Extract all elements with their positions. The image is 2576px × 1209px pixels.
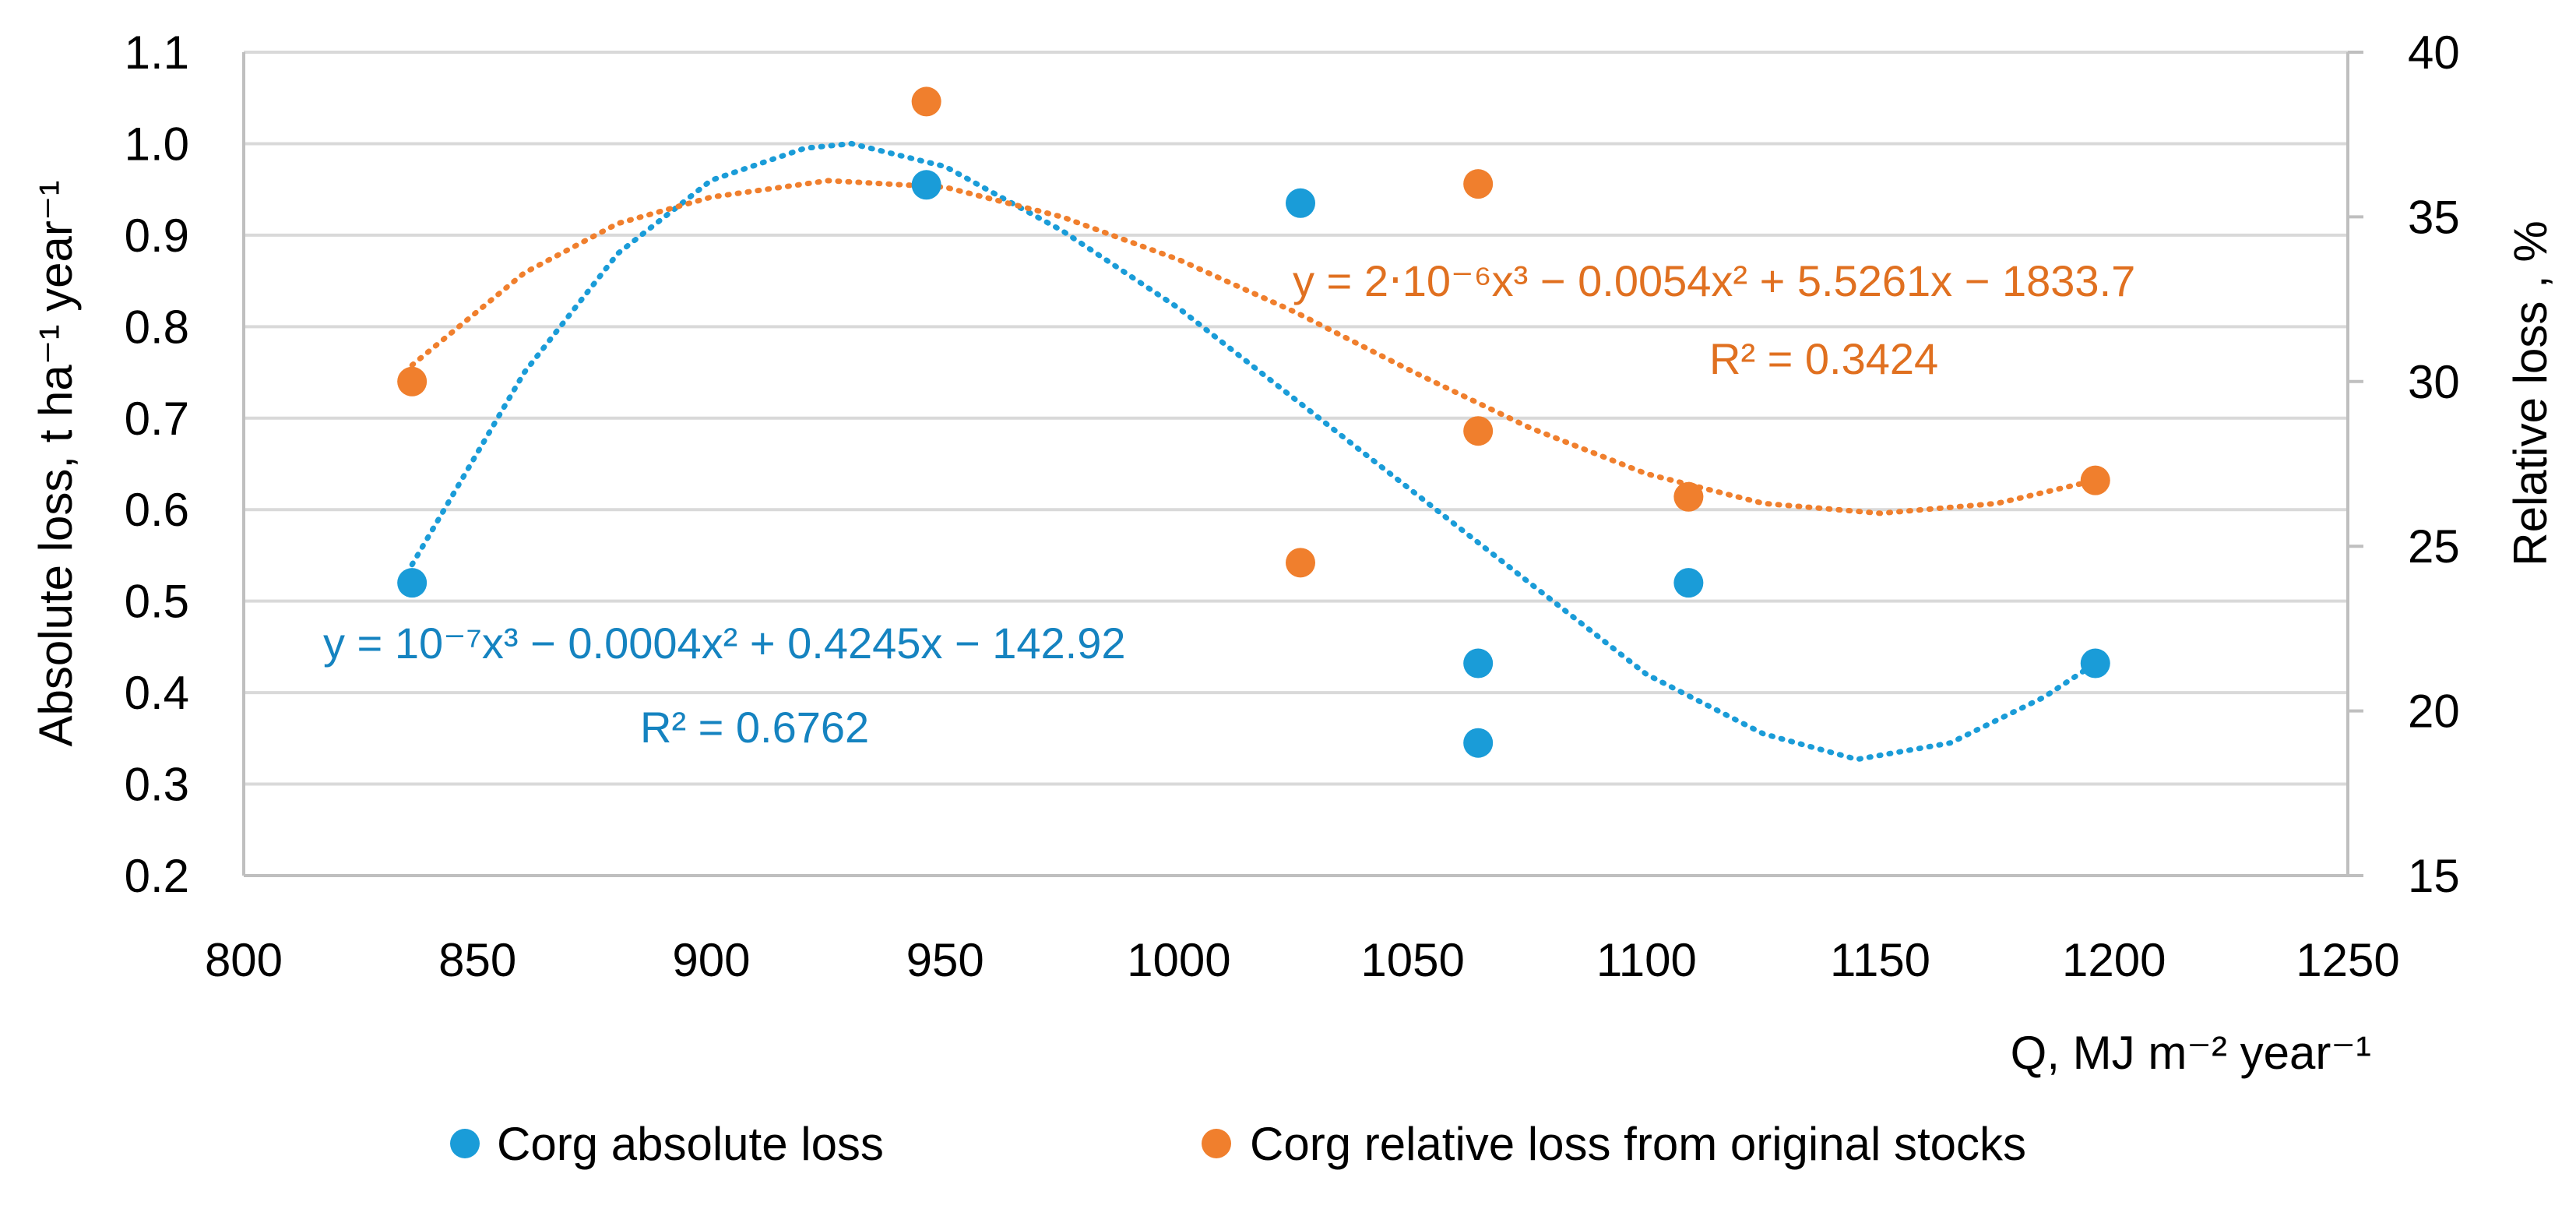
y2-axis-title: Relative loss , % bbox=[2504, 220, 2557, 566]
gridlines bbox=[244, 51, 2348, 786]
y-tick-label: 0.8 bbox=[125, 301, 189, 353]
y-tick-label: 0.2 bbox=[125, 850, 189, 902]
point-absolute bbox=[2080, 648, 2110, 679]
y-tick-label: 1.1 bbox=[125, 26, 189, 79]
legend: Corg absolute loss Corg relative loss fr… bbox=[450, 1118, 2026, 1170]
y2-tick-label: 20 bbox=[2408, 686, 2460, 738]
y2-tick-label: 25 bbox=[2408, 520, 2460, 573]
y2-tick-label: 35 bbox=[2408, 191, 2460, 243]
y2-tick-label: 40 bbox=[2408, 26, 2460, 79]
point-relative bbox=[2080, 465, 2110, 495]
legend-label-relative: Corg relative loss from original stocks bbox=[1250, 1118, 2026, 1170]
x-tick-label: 950 bbox=[906, 934, 984, 986]
point-absolute bbox=[911, 170, 941, 200]
x-tick-label: 1200 bbox=[2062, 934, 2166, 986]
trendline-absolute bbox=[409, 140, 2099, 763]
relative-equation: y = 2‧10⁻⁶x³ − 0.0054x² + 5.5261x − 1833… bbox=[1293, 256, 2135, 305]
y-tick-label: 0.5 bbox=[125, 576, 189, 628]
absolute-r2: R² = 0.6762 bbox=[640, 703, 869, 752]
x-tick-label: 900 bbox=[672, 934, 750, 986]
point-absolute bbox=[1463, 648, 1494, 679]
point-relative bbox=[1463, 169, 1494, 199]
trendline-relative bbox=[409, 178, 2099, 516]
absolute-equation: y = 10⁻⁷x³ − 0.0004x² + 0.4245x − 142.92 bbox=[323, 619, 1126, 668]
x-tick-label: 800 bbox=[205, 934, 283, 986]
y2-tick-label: 30 bbox=[2408, 356, 2460, 408]
y2-tick-label: 15 bbox=[2408, 850, 2460, 902]
legend-marker-relative bbox=[1202, 1129, 1231, 1158]
x-tick-label: 850 bbox=[438, 934, 516, 986]
relative-r2: R² = 0.3424 bbox=[1709, 334, 1938, 383]
point-relative bbox=[397, 366, 428, 397]
x-tick-label: 1250 bbox=[2296, 934, 2399, 986]
point-absolute bbox=[1463, 728, 1494, 758]
x-tick-label: 1000 bbox=[1127, 934, 1230, 986]
y-tick-label: 0.6 bbox=[125, 484, 189, 536]
point-relative bbox=[1286, 548, 1316, 578]
x-tick-label: 1050 bbox=[1360, 934, 1464, 986]
point-relative bbox=[1673, 481, 1704, 512]
y-tick-label: 0.3 bbox=[125, 759, 189, 811]
point-relative bbox=[911, 86, 941, 117]
point-absolute bbox=[397, 568, 428, 598]
legend-marker-absolute bbox=[450, 1129, 480, 1158]
y-tick-label: 0.7 bbox=[125, 393, 189, 445]
x-tick-label: 1100 bbox=[1596, 934, 1697, 986]
x-tick-label: 1150 bbox=[1830, 934, 1930, 986]
data-points bbox=[397, 86, 2110, 758]
y-tick-label: 1.0 bbox=[125, 118, 189, 170]
tick-labels: 800 850 900 950 1000 1050 1100 1150 1200 1250 0.2 0… bbox=[125, 26, 2460, 986]
point-relative bbox=[1463, 416, 1494, 446]
point-absolute bbox=[1286, 188, 1316, 218]
y-axis-title: Absolute loss, t ha⁻¹ year⁻¹ bbox=[30, 181, 82, 747]
y-tick-label: 0.4 bbox=[125, 667, 189, 719]
y-tick-label: 0.9 bbox=[125, 210, 189, 262]
point-absolute bbox=[1673, 568, 1704, 598]
trendlines bbox=[409, 140, 2099, 763]
legend-label-absolute: Corg absolute loss bbox=[497, 1118, 884, 1170]
axes bbox=[242, 51, 2363, 877]
x-axis-title: Q, MJ m⁻² year⁻¹ bbox=[2011, 1027, 2371, 1079]
